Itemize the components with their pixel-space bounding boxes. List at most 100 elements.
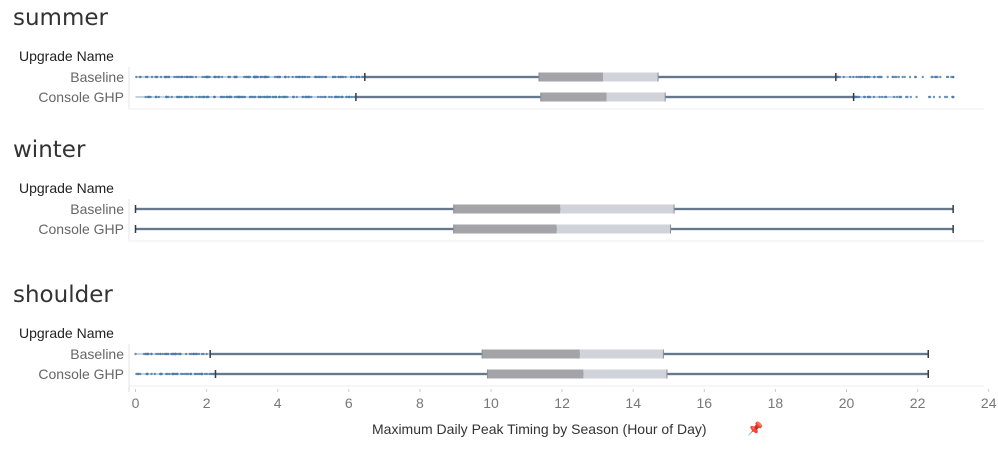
outlier-point <box>201 75 204 79</box>
x-tick-label: 2 <box>203 395 211 411</box>
outlier-point <box>205 372 209 376</box>
outlier-point <box>921 75 924 79</box>
outlier-point <box>144 75 148 79</box>
outlier-point <box>950 75 953 79</box>
outlier-point <box>298 75 302 79</box>
outlier-point <box>226 95 229 99</box>
outlier-point <box>332 75 335 79</box>
outlier-point <box>212 372 216 376</box>
outlier-point <box>177 75 181 79</box>
outlier-point <box>195 95 198 99</box>
outlier-point <box>177 95 181 99</box>
outlier-point <box>157 95 161 99</box>
outlier-point <box>903 75 906 79</box>
outlier-point <box>205 75 208 79</box>
outlier-point <box>306 75 309 79</box>
panel-title-shoulder: shoulder <box>13 282 113 308</box>
row-label-summer-baseline: Baseline <box>70 69 124 85</box>
outlier-point <box>202 95 205 99</box>
outlier-point <box>180 372 183 376</box>
outlier-point <box>156 352 160 356</box>
outlier-point <box>301 75 304 79</box>
outlier-point <box>943 95 947 99</box>
box-upper-shoulder-console-ghp <box>583 369 667 379</box>
outlier-point <box>308 95 311 99</box>
outlier-point <box>175 95 179 99</box>
outlier-point <box>253 95 256 99</box>
outlier-point <box>324 75 327 79</box>
outlier-point <box>163 352 167 356</box>
outlier-point <box>274 95 278 99</box>
outlier-point <box>283 95 286 99</box>
field-header-winter: Upgrade Name <box>19 180 114 196</box>
outlier-point <box>211 372 214 376</box>
outlier-point <box>361 75 365 79</box>
outlier-point <box>932 95 936 99</box>
pin-icon[interactable]: 📌 <box>747 422 764 437</box>
outlier-point <box>200 352 204 356</box>
outlier-point <box>350 95 354 99</box>
x-tick-label: 20 <box>839 395 855 411</box>
outlier-point <box>352 75 355 79</box>
outlier-point <box>287 75 290 79</box>
outlier-point <box>205 95 208 99</box>
outlier-point <box>198 95 202 99</box>
outlier-point <box>142 352 146 356</box>
outlier-point <box>168 372 171 376</box>
outlier-point <box>278 95 281 99</box>
outlier-point <box>176 372 179 376</box>
outlier-point <box>330 95 333 99</box>
outlier-point <box>159 372 163 376</box>
outlier-point <box>350 75 353 79</box>
outlier-point <box>213 95 216 99</box>
outlier-point <box>233 95 236 99</box>
outlier-point <box>893 75 897 79</box>
outlier-point <box>181 75 184 79</box>
outlier-point <box>144 95 147 99</box>
outlier-point <box>136 372 140 376</box>
field-header-summer: Upgrade Name <box>19 48 114 64</box>
outlier-point <box>203 372 207 376</box>
outlier-point <box>147 95 150 99</box>
outlier-point <box>159 352 162 356</box>
outlier-point <box>342 75 345 79</box>
outlier-point <box>167 95 170 99</box>
outlier-point <box>286 95 289 99</box>
outlier-point-max <box>951 75 955 79</box>
row-label-shoulder-baseline: Baseline <box>70 346 124 362</box>
x-tick-label: 4 <box>274 395 282 411</box>
outlier-point <box>184 95 187 99</box>
outlier-point <box>173 75 176 79</box>
outlier-point <box>898 95 901 99</box>
outlier-point <box>931 75 934 79</box>
box-upper-summer-console-ghp <box>606 92 666 102</box>
outlier-point <box>897 75 900 79</box>
outlier-point <box>217 75 220 79</box>
outlier-point <box>939 75 942 79</box>
outlier-point <box>294 75 298 79</box>
outlier-point <box>208 372 211 376</box>
outlier-point <box>295 95 298 99</box>
outlier-point <box>303 75 307 79</box>
outlier-point <box>170 352 173 356</box>
x-tick-label: 22 <box>910 395 926 411</box>
outlier-point <box>194 352 197 356</box>
x-tick-label: 8 <box>416 395 424 411</box>
outlier-point <box>197 372 200 376</box>
outlier-point <box>357 75 361 79</box>
outlier-point <box>319 75 323 79</box>
outlier-point <box>284 75 287 79</box>
outlier-point <box>272 95 275 99</box>
outlier-point <box>304 95 307 99</box>
box-lower-summer-baseline <box>538 72 603 82</box>
x-tick-label: 16 <box>697 395 713 411</box>
outlier-point <box>197 352 201 356</box>
outlier-point <box>139 372 142 376</box>
outlier-point <box>253 75 256 79</box>
outlier-point <box>243 75 246 79</box>
outlier-point <box>319 95 322 99</box>
outlier-point <box>250 95 253 99</box>
outlier-point <box>247 75 251 79</box>
outlier-point <box>334 75 337 79</box>
outlier-point <box>880 75 883 79</box>
